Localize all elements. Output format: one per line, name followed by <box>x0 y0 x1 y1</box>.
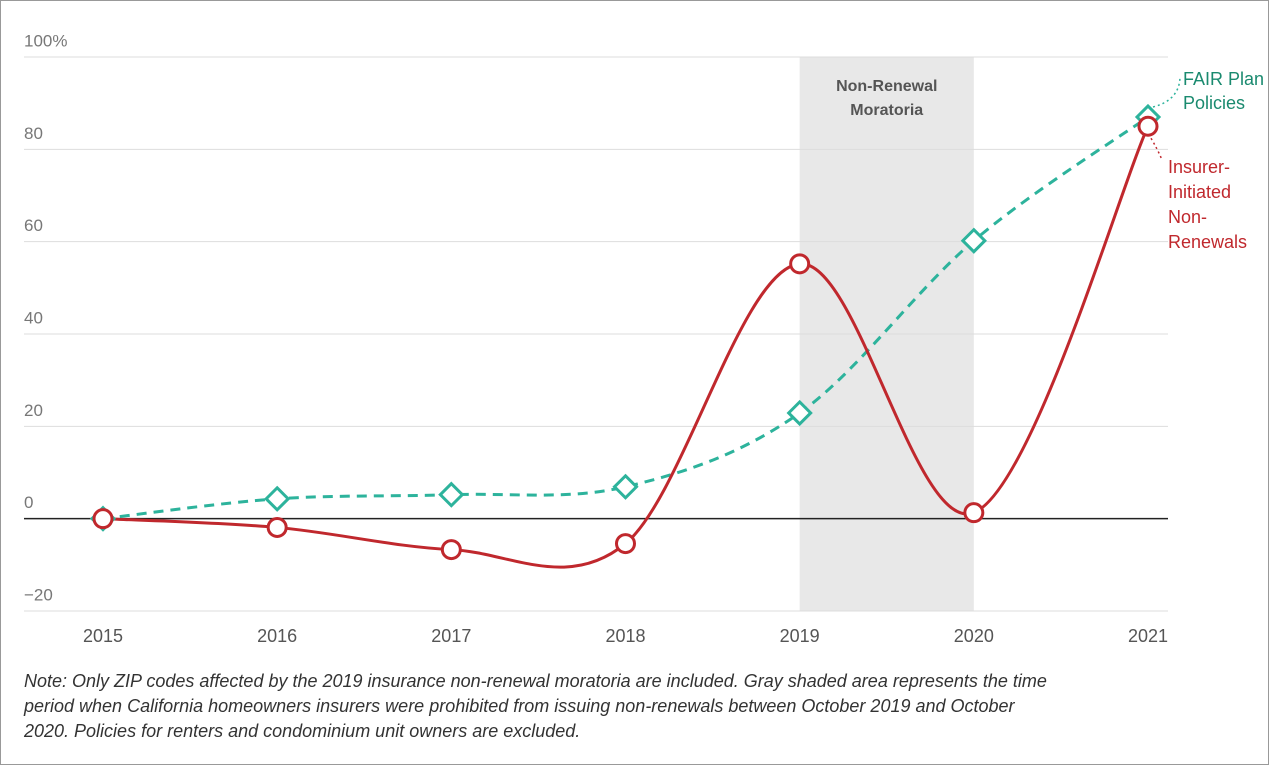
note: Note: Only ZIP codes affected by the 201… <box>24 671 1047 691</box>
y-tick-label: −20 <box>24 585 53 604</box>
diamond-marker <box>264 485 291 512</box>
y-tick-label: 60 <box>24 216 43 235</box>
circle-marker <box>440 539 462 561</box>
series-label: Renewals <box>1168 232 1247 252</box>
y-tick-label: 80 <box>24 124 43 143</box>
shade-label: Moratoria <box>850 102 923 119</box>
y-tick-label: 0 <box>24 493 33 512</box>
series-label: FAIR Plan <box>1183 69 1264 89</box>
diamond-marker <box>786 399 813 427</box>
x-tick-label: 2019 <box>780 626 820 646</box>
y-tick-label: 40 <box>24 308 43 327</box>
x-tick-label: 2018 <box>605 626 645 646</box>
series-label: Initiated <box>1168 182 1231 202</box>
x-tick-label: 2020 <box>954 626 994 646</box>
series-label: Non- <box>1168 207 1207 227</box>
x-tick-label: 2015 <box>83 626 123 646</box>
circle-marker <box>615 533 636 555</box>
series-label: Insurer- <box>1168 157 1230 177</box>
x-tick-label: 2016 <box>257 626 297 646</box>
label-connector <box>1152 75 1181 108</box>
series-label: Policies <box>1183 93 1245 113</box>
x-tick-label: 2021 <box>1128 626 1168 646</box>
diamond-marker <box>960 227 987 254</box>
diamond-marker <box>438 481 465 508</box>
circle-marker <box>266 516 288 538</box>
note: period when California homeowners insure… <box>23 696 1016 716</box>
note: 2020. Policies for renters and condomini… <box>23 721 580 741</box>
circle-marker <box>92 508 114 530</box>
circle-marker <box>1137 115 1159 137</box>
y-tick-label: 20 <box>24 401 43 420</box>
y-tick-label: 100% <box>24 31 67 50</box>
shade-label: Non-Renewal <box>836 78 937 95</box>
diamond-marker <box>612 473 639 500</box>
x-tick-label: 2017 <box>431 626 471 646</box>
circle-marker <box>963 502 985 524</box>
circle-marker <box>789 253 811 275</box>
series-line <box>102 125 1150 569</box>
